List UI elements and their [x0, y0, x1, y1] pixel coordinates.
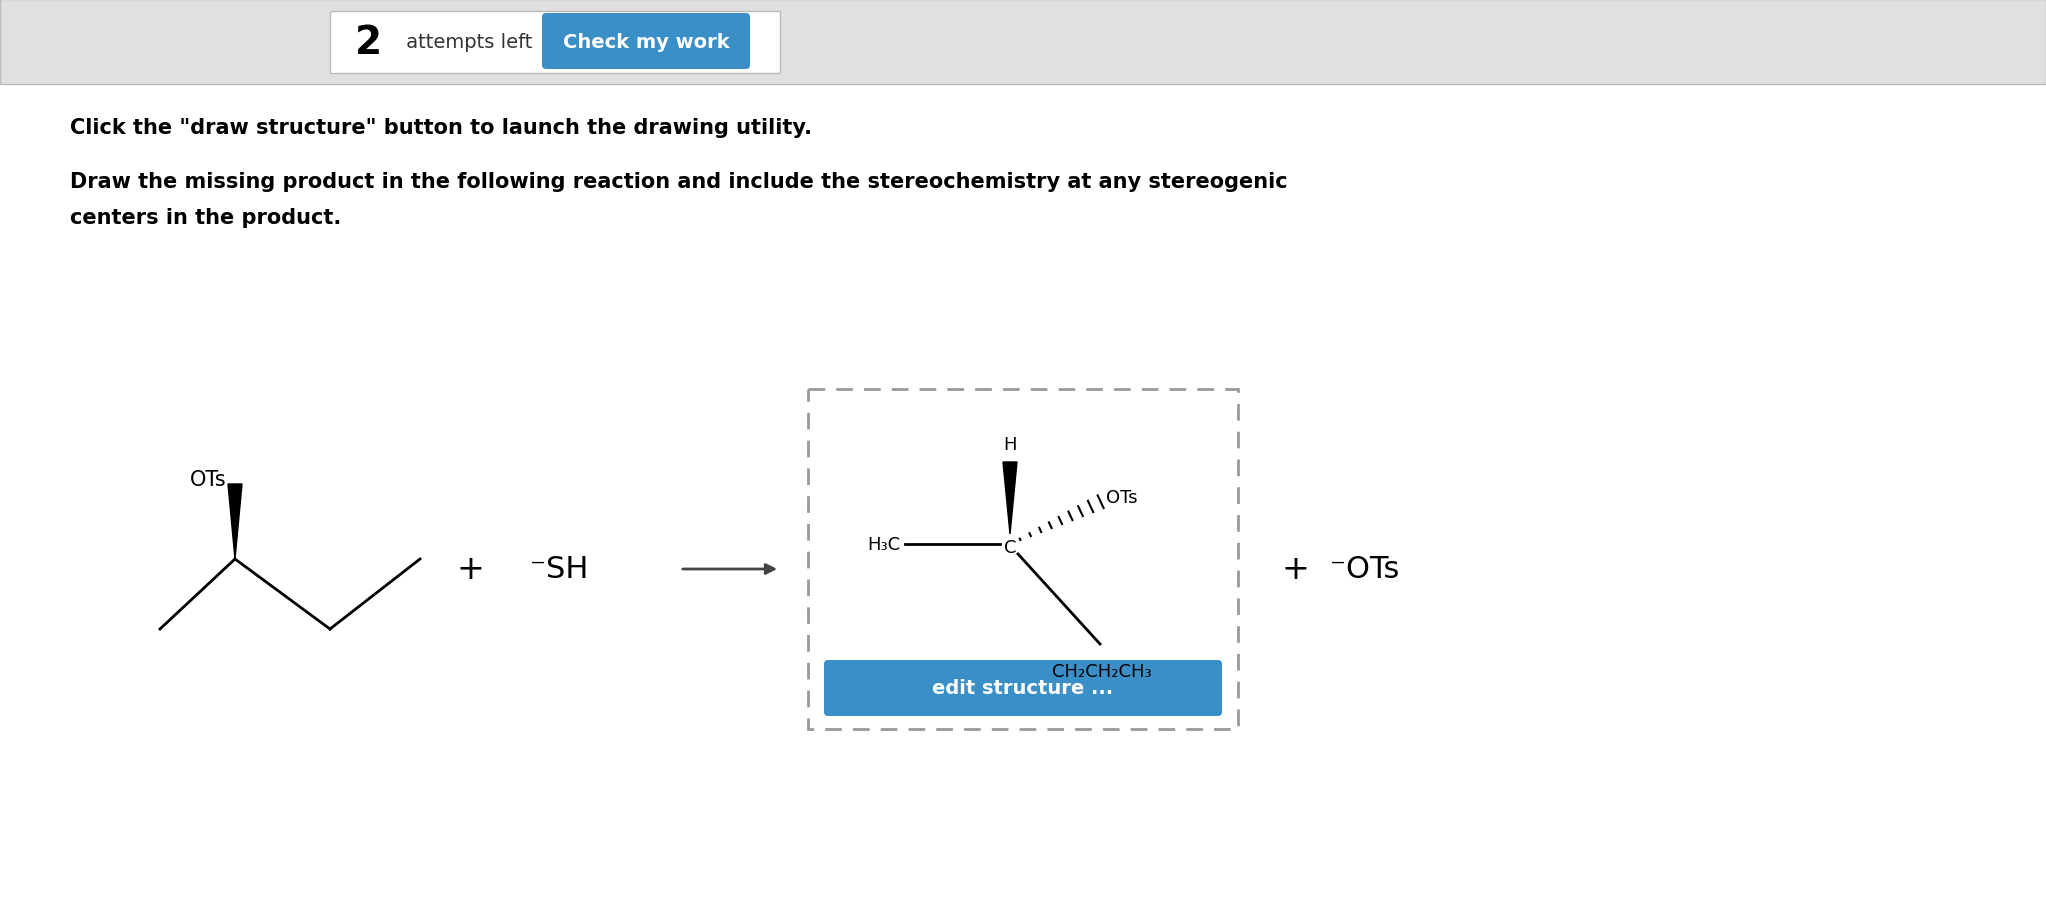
Text: C: C	[1005, 539, 1017, 556]
FancyBboxPatch shape	[329, 12, 780, 74]
Text: ⁻SH: ⁻SH	[530, 555, 589, 584]
Text: ⁻OTs: ⁻OTs	[1330, 555, 1399, 584]
Text: edit structure ...: edit structure ...	[933, 679, 1113, 698]
FancyBboxPatch shape	[542, 14, 751, 70]
FancyBboxPatch shape	[808, 390, 1238, 729]
Text: centers in the product.: centers in the product.	[70, 208, 342, 228]
Text: H₃C: H₃C	[868, 536, 900, 553]
FancyBboxPatch shape	[825, 660, 1221, 716]
Text: +: +	[456, 553, 485, 586]
Text: OTs: OTs	[190, 470, 227, 490]
FancyBboxPatch shape	[0, 0, 2046, 85]
Text: +: +	[1281, 553, 1309, 586]
Text: Check my work: Check my work	[563, 32, 728, 51]
Text: 2: 2	[356, 24, 383, 62]
Text: H: H	[1003, 436, 1017, 453]
Text: Draw the missing product in the following reaction and include the stereochemist: Draw the missing product in the followin…	[70, 172, 1287, 192]
Text: Click the "draw structure" button to launch the drawing utility.: Click the "draw structure" button to lau…	[70, 118, 812, 138]
Text: attempts left: attempts left	[401, 33, 532, 52]
Polygon shape	[1003, 462, 1017, 535]
Text: CH₂CH₂CH₃: CH₂CH₂CH₃	[1052, 663, 1152, 680]
Text: OTs: OTs	[1105, 488, 1138, 506]
Polygon shape	[227, 484, 241, 560]
